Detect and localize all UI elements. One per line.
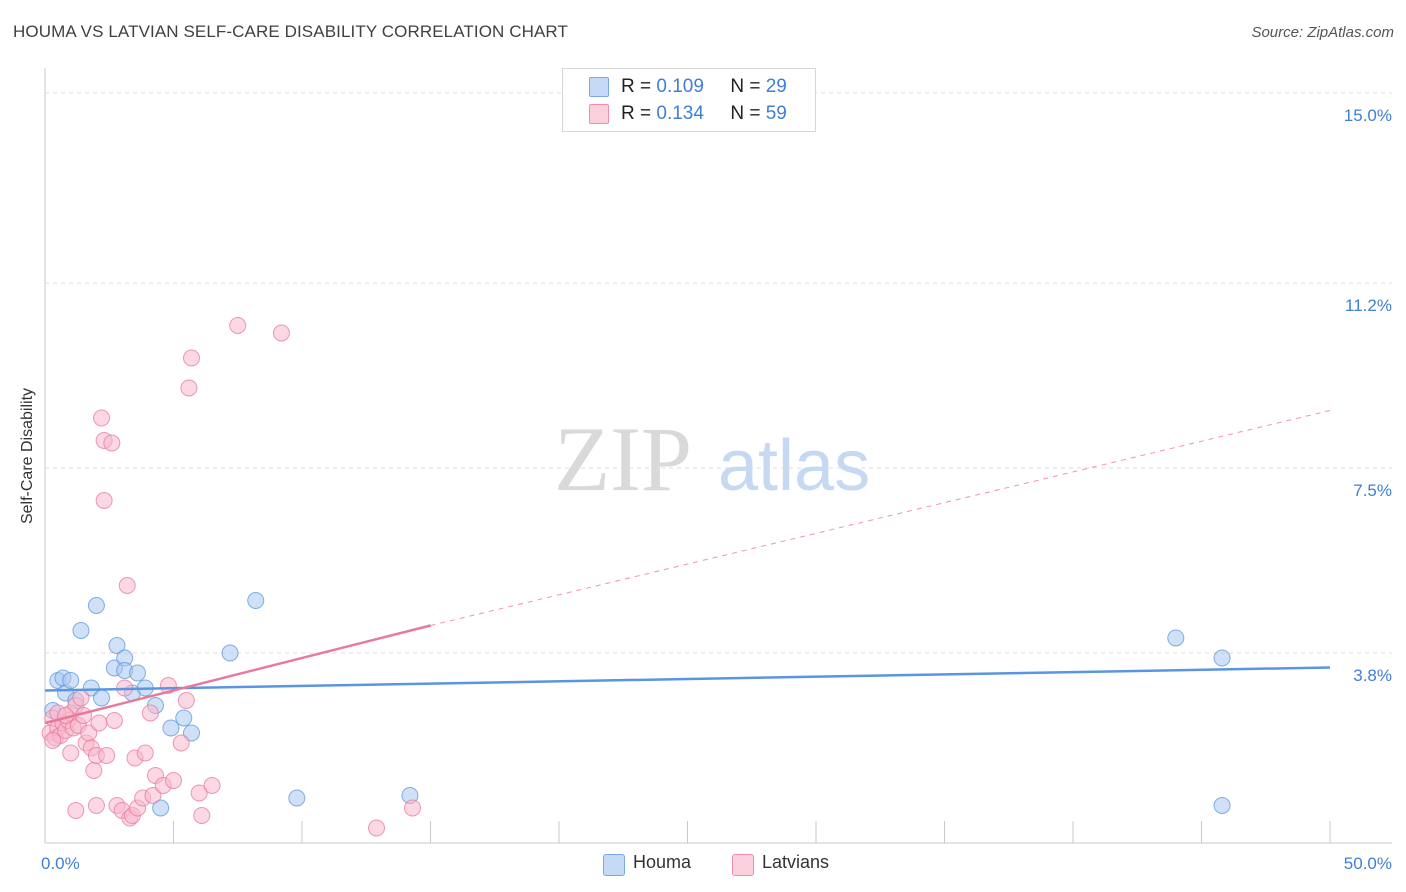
y-tick-label: 15.0%	[1344, 106, 1392, 125]
n-label: N =	[730, 76, 761, 97]
point-latvians	[182, 349, 200, 367]
point-houma	[247, 592, 265, 609]
chart-title: HOUMA VS LATVIAN SELF-CARE DISABILITY CO…	[13, 22, 568, 41]
r-value: 0.109	[656, 76, 704, 97]
point-latvians	[95, 492, 113, 509]
n-value: 59	[765, 103, 787, 124]
legend-swatch-houma	[589, 77, 609, 97]
legend-swatch-houma	[603, 854, 625, 876]
point-latvians	[62, 744, 80, 762]
point-latvians	[272, 324, 290, 342]
axes	[44, 68, 1392, 844]
point-latvians	[98, 747, 116, 764]
point-houma	[288, 789, 306, 807]
r-value: 0.134	[656, 103, 704, 124]
point-latvians	[72, 689, 90, 707]
point-houma	[182, 724, 200, 742]
correlation-legend: R = 0.109 N = 29 R = 0.134 N = 59	[562, 68, 816, 132]
point-latvians	[190, 784, 208, 802]
point-houma	[1213, 797, 1231, 814]
y-tick-label: 7.5%	[1353, 481, 1392, 500]
point-latvians	[90, 714, 108, 732]
point-latvians	[180, 379, 198, 397]
legend-label-latvians: Latvians	[762, 852, 830, 872]
watermark: ZIP atlas	[554, 408, 870, 510]
r-label: R =	[621, 103, 652, 124]
grid	[45, 92, 1392, 654]
point-houma	[129, 664, 147, 682]
legend-swatch-latvians	[732, 854, 754, 876]
x-tick-label: 0.0%	[41, 854, 80, 873]
point-houma	[93, 689, 111, 707]
y-tick-label: 11.2%	[1345, 296, 1392, 315]
point-latvians	[203, 777, 221, 794]
trend-line-houma	[44, 666, 1331, 692]
point-latvians	[103, 434, 121, 452]
point-latvians	[93, 409, 111, 427]
point-latvians	[67, 802, 85, 819]
point-latvians	[136, 744, 154, 762]
point-latvians	[118, 577, 136, 594]
watermark-atlas: atlas	[718, 426, 870, 506]
point-latvians	[105, 712, 123, 729]
point-houma	[82, 679, 100, 697]
point-houma	[1213, 649, 1231, 667]
chart-source: Source: ZipAtlas.com	[1251, 24, 1394, 41]
point-houma	[162, 719, 180, 737]
point-houma	[108, 637, 126, 654]
point-houma	[62, 672, 80, 689]
point-latvians	[165, 772, 182, 789]
point-latvians	[368, 819, 386, 837]
x-tick-label: 50.0%	[1344, 854, 1392, 873]
point-latvians	[172, 734, 190, 752]
legend-label-houma: Houma	[633, 852, 692, 872]
trend-line-extension-latvians	[430, 410, 1331, 626]
point-houma	[152, 799, 170, 817]
point-houma	[221, 644, 239, 662]
point-latvians	[87, 797, 105, 814]
point-houma	[87, 597, 105, 614]
y-tick-label: 3.8%	[1353, 666, 1392, 685]
point-houma	[175, 709, 193, 727]
r-label: R =	[621, 76, 652, 97]
trend-lines	[44, 410, 1331, 725]
point-houma	[1167, 629, 1185, 647]
trend-line-latvians	[44, 624, 431, 725]
point-latvians	[229, 317, 247, 334]
n-label: N =	[730, 103, 761, 124]
point-latvians	[193, 807, 211, 824]
tick-labels: 3.8% 7.5% 11.2% 15.0% 0.0% 50.0%	[41, 106, 1392, 873]
point-latvians	[177, 692, 195, 709]
point-latvians	[404, 799, 422, 817]
watermark-zip: ZIP	[554, 408, 692, 510]
n-value: 29	[765, 76, 787, 97]
data-points	[41, 317, 1231, 837]
point-latvians	[144, 787, 162, 804]
legend-swatch-latvians	[589, 104, 609, 124]
series-legend: Houma Latvians	[0, 852, 1406, 878]
point-houma	[72, 622, 90, 639]
point-latvians	[85, 762, 103, 779]
point-latvians	[141, 704, 159, 722]
point-latvians	[44, 732, 62, 749]
